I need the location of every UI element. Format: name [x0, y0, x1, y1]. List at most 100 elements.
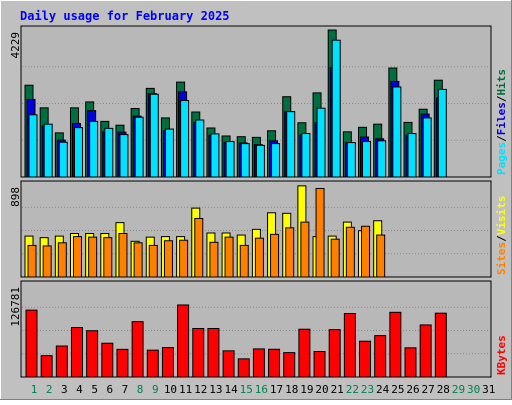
x-tick-label-day-7: 7 [122, 383, 129, 396]
legend-visits: Visits [495, 196, 508, 236]
bar-kbytes-day-26 [404, 347, 417, 378]
bar-pages-day-26 [407, 133, 417, 178]
bar-kbytes-day-2 [40, 355, 53, 378]
bar-kbytes-day-3 [55, 345, 68, 378]
panel-middle-ymax-label: 898 [9, 187, 22, 207]
x-tick-label-day-15: 15 [240, 383, 253, 396]
bar-pages-day-20 [316, 107, 326, 178]
bar-pages-day-23 [362, 141, 372, 178]
bar-pages-day-2 [43, 123, 53, 178]
x-tick-label-day-30: 30 [467, 383, 480, 396]
bar-kbytes-day-18 [283, 352, 296, 378]
panel-top-side-legend: Pages/Files/Hits [495, 69, 508, 175]
x-tick-label-day-20: 20 [315, 383, 328, 396]
bar-pages-day-24 [377, 140, 387, 178]
x-tick-label-day-13: 13 [209, 383, 222, 396]
legend-kbytes: KBytes [495, 335, 508, 375]
bar-kbytes-day-16 [252, 348, 265, 378]
x-tick-label-day-12: 12 [194, 383, 207, 396]
bar-kbytes-day-1 [25, 309, 38, 378]
bar-kbytes-day-13 [207, 327, 220, 378]
legend-sites: Sites [495, 242, 508, 275]
x-tick-label-day-23: 23 [361, 383, 374, 396]
bar-sites-day-6 [103, 237, 113, 278]
bar-sites-day-7 [118, 233, 128, 278]
bar-kbytes-day-9 [146, 349, 159, 378]
bar-kbytes-day-4 [70, 327, 83, 378]
x-axis-labels: 1 2 3 4 5 6 7 8 9 10 11 12 13 14 15 16 17 18 19 20 21 22 23 24 2… [31, 383, 496, 396]
bar-pages-day-27 [422, 117, 432, 178]
x-tick-label-day-6: 6 [106, 383, 113, 396]
bar-kbytes-day-21 [328, 329, 341, 378]
bar-sites-day-11 [179, 239, 189, 278]
bar-kbytes-day-25 [389, 311, 402, 378]
bar-pages-day-8 [134, 116, 144, 178]
bar-kbytes-day-24 [374, 335, 387, 378]
bar-sites-day-16 [254, 237, 264, 278]
bar-kbytes-day-10 [161, 347, 174, 378]
bar-sites-day-9 [148, 244, 158, 278]
bar-pages-day-3 [58, 141, 68, 178]
x-tick-label-day-4: 4 [76, 383, 83, 396]
bar-sites-day-14 [224, 236, 234, 278]
x-tick-label-day-17: 17 [270, 383, 283, 396]
bar-sites-day-5 [88, 236, 98, 278]
x-tick-label-day-16: 16 [255, 383, 268, 396]
bar-sites-day-10 [163, 240, 173, 278]
bar-pages-day-12 [195, 119, 205, 178]
bar-sites-day-19 [300, 221, 310, 278]
bar-pages-day-11 [180, 100, 190, 178]
bar-pages-day-25 [392, 86, 402, 178]
bar-pages-day-14 [225, 141, 235, 178]
x-tick-label-day-31: 31 [482, 383, 495, 396]
bar-kbytes-day-17 [268, 348, 281, 378]
bar-sites-day-3 [57, 242, 67, 278]
bar-pages-day-9 [149, 93, 159, 178]
x-tick-label-day-24: 24 [376, 383, 390, 396]
x-tick-label-day-3: 3 [61, 383, 68, 396]
bar-sites-day-1 [27, 244, 37, 278]
bar-pages-day-18 [286, 111, 296, 178]
x-tick-label-day-26: 26 [406, 383, 419, 396]
panel-top-ymax-label: 4229 [9, 32, 22, 59]
x-tick-label-day-2: 2 [46, 383, 53, 396]
bar-pages-day-5 [89, 120, 99, 178]
bar-kbytes-day-19 [298, 328, 311, 378]
x-tick-label-day-21: 21 [331, 383, 344, 396]
legend-hits: Hits [495, 69, 508, 96]
bar-pages-day-13 [210, 133, 220, 178]
x-tick-label-day-22: 22 [346, 383, 359, 396]
bar-sites-day-15 [239, 244, 249, 278]
bar-kbytes-day-20 [313, 351, 326, 378]
bar-kbytes-day-12 [192, 327, 205, 378]
bar-pages-day-21 [331, 39, 341, 178]
bar-kbytes-day-15 [237, 358, 250, 378]
legend-separator: / [495, 95, 508, 102]
bar-pages-day-19 [301, 133, 311, 178]
x-tick-label-day-29: 29 [452, 383, 465, 396]
bar-pages-day-17 [271, 143, 281, 178]
chart-title: Daily usage for February 2025 [20, 9, 230, 23]
legend-pages: Pages [495, 142, 508, 175]
bar-sites-day-12 [194, 217, 204, 278]
x-tick-label-day-14: 14 [224, 383, 238, 396]
bar-pages-day-22 [346, 142, 356, 178]
bar-sites-day-21 [330, 238, 340, 278]
x-tick-label-day-27: 27 [422, 383, 435, 396]
bar-sites-day-2 [42, 245, 52, 278]
legend-separator: / [495, 135, 508, 142]
x-tick-label-day-10: 10 [164, 383, 177, 396]
x-tick-label-day-5: 5 [91, 383, 98, 396]
bar-sites-day-24 [376, 234, 386, 278]
bar-sites-day-4 [72, 236, 82, 278]
x-tick-label-day-8: 8 [137, 383, 144, 396]
x-tick-label-day-18: 18 [285, 383, 298, 396]
x-tick-label-day-28: 28 [437, 383, 450, 396]
bar-pages-day-1 [28, 114, 38, 178]
bar-kbytes-day-11 [177, 304, 190, 378]
bar-sites-day-23 [361, 225, 371, 278]
panel-bottom-ymax-label: 126781 [9, 287, 22, 327]
bar-kbytes-day-22 [343, 313, 356, 378]
bar-sites-day-20 [315, 187, 325, 278]
